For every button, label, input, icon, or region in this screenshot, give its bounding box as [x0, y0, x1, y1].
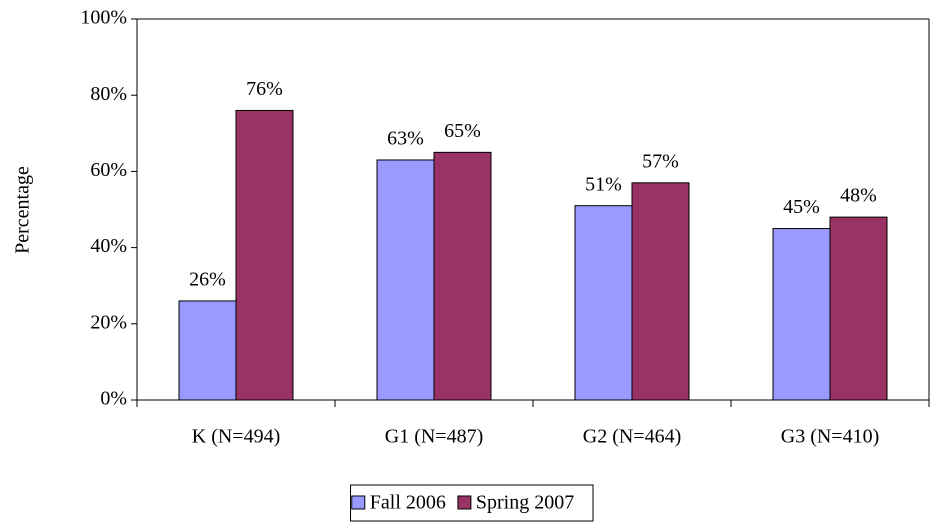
x-tick-label: G3 (N=410) — [781, 426, 880, 448]
data-label: 45% — [783, 196, 820, 218]
bar — [376, 159, 435, 401]
y-axis-label: Percentage — [12, 166, 34, 254]
data-label: 26% — [189, 269, 226, 291]
legend: Fall 2006 Spring 2007 — [350, 484, 594, 522]
bar — [235, 109, 294, 401]
x-tick-label: K (N=494) — [192, 426, 281, 448]
y-tick-label: 100% — [80, 7, 127, 29]
bar — [631, 182, 690, 401]
y-tick-label: 80% — [90, 83, 127, 105]
bar — [829, 216, 888, 401]
y-tick-label: 20% — [90, 311, 127, 333]
bar — [178, 300, 237, 401]
bar — [574, 205, 633, 401]
data-label: 65% — [444, 120, 481, 142]
legend-swatch — [351, 495, 366, 510]
data-label: 57% — [642, 150, 679, 172]
legend-box — [350, 484, 594, 522]
legend-label: Spring 2007 — [476, 492, 574, 514]
bar — [433, 151, 492, 401]
legend-label: Fall 2006 — [370, 492, 446, 514]
y-tick-label: 60% — [90, 159, 127, 181]
data-label: 63% — [387, 128, 424, 150]
data-label: 48% — [840, 185, 877, 207]
x-tick-label: G2 (N=464) — [583, 426, 682, 448]
y-tick-label: 40% — [90, 235, 127, 257]
data-label: 76% — [246, 78, 283, 100]
data-label: 51% — [585, 173, 622, 195]
x-tick-label: G1 (N=487) — [385, 426, 484, 448]
y-tick-label: 0% — [100, 388, 127, 410]
bar — [772, 228, 831, 401]
legend-swatch — [457, 495, 472, 510]
